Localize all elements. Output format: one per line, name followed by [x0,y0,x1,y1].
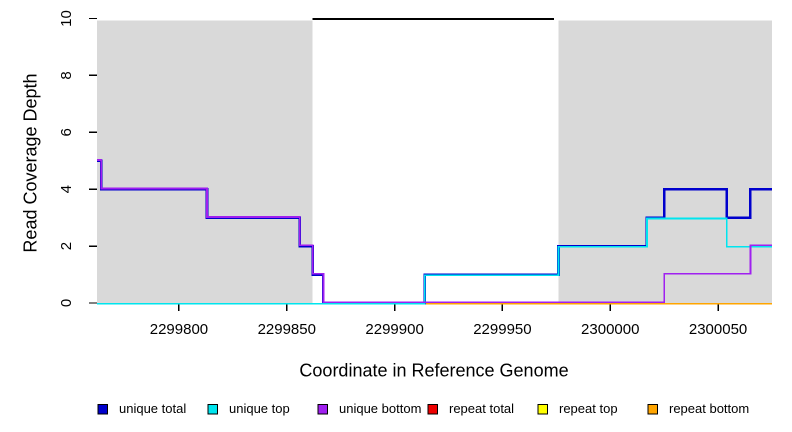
x-tick-label: 2299800 [150,321,208,338]
legend-label: unique total [119,401,186,416]
legend-item: unique top [207,401,290,416]
legend-label: repeat bottom [669,401,749,416]
legend-swatch-unique-bottom [317,404,328,415]
legend-label: unique bottom [339,401,421,416]
y-tick-label: 4 [58,185,75,193]
legend-label: unique top [229,401,290,416]
legend-swatch-repeat-total [427,404,438,415]
x-tick-label: 2299950 [473,321,531,338]
legend: unique total unique top unique bottom repea… [97,401,749,416]
legend-item: repeat bottom [647,401,749,416]
legend-item: unique total [97,401,186,416]
series-unique-bottom [97,159,772,304]
legend-label: repeat top [559,401,618,416]
legend-label: repeat total [449,401,514,416]
legend-item: unique bottom [317,401,421,416]
y-tick-label: 2 [58,242,75,250]
legend-swatch-repeat-top [537,404,548,415]
shaded-region [97,20,313,303]
y-tick-label: 10 [58,10,75,27]
x-tick-label: 2300050 [689,321,747,338]
y-tick-label: 6 [58,128,75,136]
y-tick-label: 0 [58,299,75,307]
y-tick-label: 8 [58,71,75,79]
x-tick-label: 2299900 [365,321,423,338]
x-axis-title: Coordinate in Reference Genome [299,360,569,381]
legend-swatch-repeat-bottom [647,404,658,415]
series-unique-top [97,217,772,305]
legend-item: repeat top [537,401,618,416]
legend-swatch-unique-top [207,404,218,415]
x-tick-label: 2300000 [581,321,639,338]
x-tick-label: 2299850 [258,321,316,338]
legend-item: repeat total [427,401,514,416]
shaded-region [558,20,772,303]
y-axis-title: Read Coverage Depth [20,73,41,253]
legend-swatch-unique-total [97,404,108,415]
